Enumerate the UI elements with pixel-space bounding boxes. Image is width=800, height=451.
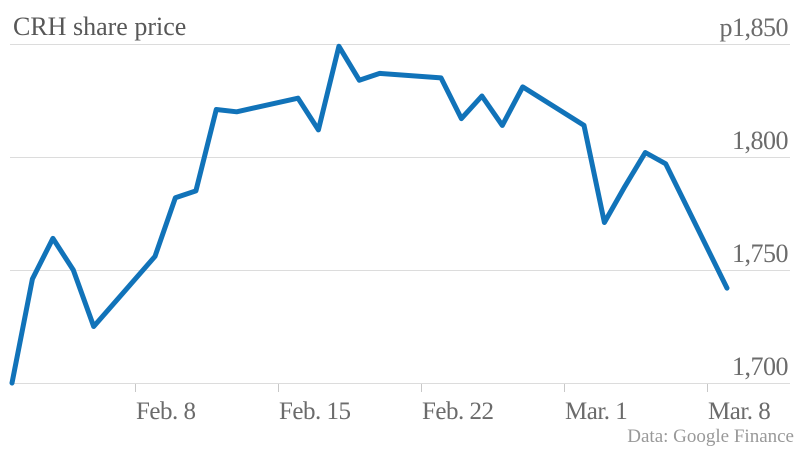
x-axis-label: Feb. 8 <box>136 398 196 425</box>
source-credit: Data: Google Finance <box>627 426 794 447</box>
x-axis-label: Mar. 1 <box>565 398 628 425</box>
x-axis-label: Feb. 15 <box>279 398 351 425</box>
x-axis-label: Feb. 22 <box>422 398 494 425</box>
y-axis-label: p1,850 <box>719 13 789 42</box>
y-axis-label: 1,800 <box>732 126 789 155</box>
x-axis-label: Mar. 8 <box>708 398 771 425</box>
price-line <box>9 43 730 386</box>
y-axis-label: 1,700 <box>732 352 789 381</box>
chart-title: CRH share price <box>13 12 187 41</box>
y-axis-label: 1,750 <box>732 239 789 268</box>
